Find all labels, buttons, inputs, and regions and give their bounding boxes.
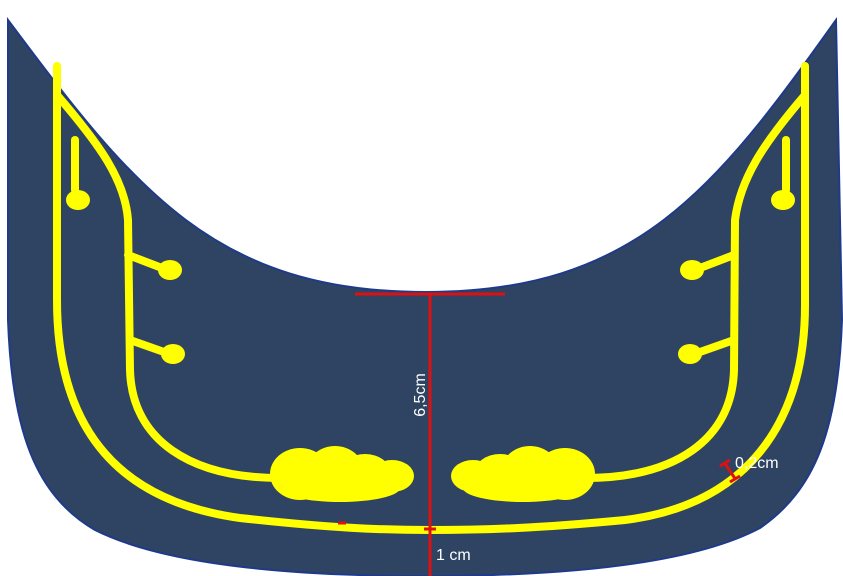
right-stem-mid <box>696 251 738 272</box>
line-width-marker <box>719 458 741 484</box>
left-stem-low <box>126 336 168 356</box>
right-stem-low <box>696 336 738 356</box>
right-stem-top-node <box>771 190 795 210</box>
right-stem-mid-node <box>680 260 704 280</box>
visor-shape <box>7 16 843 576</box>
right-blob-cluster <box>451 446 595 502</box>
height-label: 6,5cm <box>412 373 429 417</box>
left-stem-low-node <box>161 344 185 364</box>
left-stem-top-node <box>66 190 90 210</box>
bottom-margin-label: 1 cm <box>436 547 471 564</box>
left-stem-mid <box>124 251 166 272</box>
right-stem-low-node <box>678 344 702 364</box>
inner-yellow-line-right <box>581 91 809 482</box>
left-stem-mid-node <box>158 260 182 280</box>
line-width-label: 0,2cm <box>735 455 779 472</box>
left-blob-cluster <box>270 446 414 502</box>
inner-yellow-line <box>53 91 284 482</box>
